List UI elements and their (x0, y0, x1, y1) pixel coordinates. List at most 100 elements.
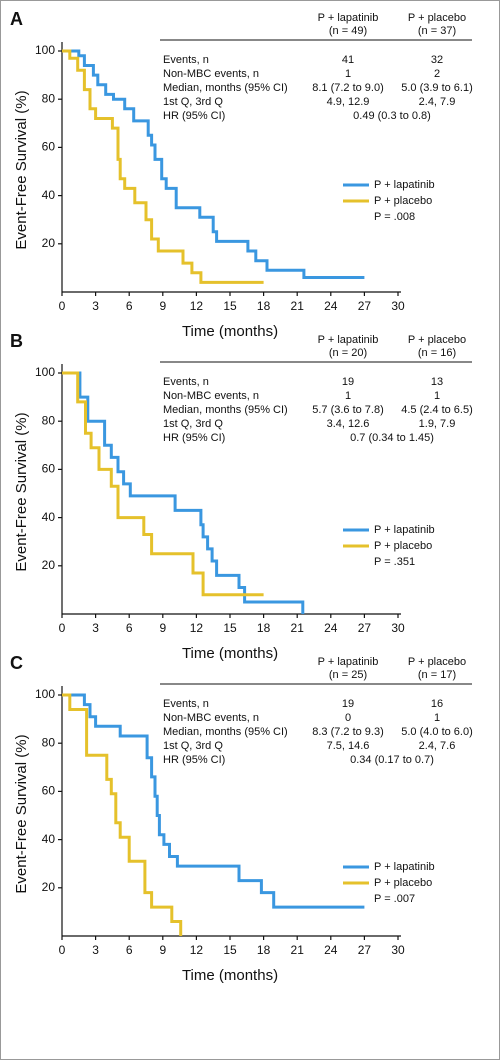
cell: 1.9, 7.9 (419, 418, 456, 430)
survival-line (62, 49, 365, 279)
x-tick-label: 18 (257, 943, 271, 957)
legend-label: P + lapatinib (374, 179, 435, 191)
x-tick-label: 24 (324, 943, 338, 957)
survival-line (62, 49, 264, 284)
cell: 7.5, 14.6 (327, 740, 370, 752)
y-tick-label: 60 (42, 462, 56, 476)
legend-label: P + placebo (374, 540, 432, 552)
row-label: Events, n (163, 376, 209, 388)
x-tick-label: 15 (223, 299, 237, 313)
x-tick-label: 12 (190, 299, 204, 313)
legend-label: P + placebo (374, 877, 432, 889)
x-tick-label: 6 (126, 299, 133, 313)
x-tick-label: 3 (92, 299, 99, 313)
x-tick-label: 21 (291, 943, 305, 957)
cell: 4.9, 12.9 (327, 96, 370, 108)
row-label: Events, n (163, 54, 209, 66)
x-tick-label: 24 (324, 621, 338, 635)
column-n: (n = 20) (329, 347, 367, 359)
cell: 0.34 (0.17 to 0.7) (350, 754, 434, 766)
cell: 1 (345, 68, 351, 80)
column-n: (n = 25) (329, 669, 367, 681)
cell: 8.1 (7.2 to 9.0) (312, 82, 384, 94)
row-label: Median, months (95% CI) (163, 404, 288, 416)
cell: 1 (434, 712, 440, 724)
x-tick-label: 3 (92, 943, 99, 957)
cell: 0 (345, 712, 351, 724)
x-tick-label: 9 (159, 299, 166, 313)
cell: 5.7 (3.6 to 7.8) (312, 404, 384, 416)
x-tick-label: 12 (190, 943, 204, 957)
cell: 0.7 (0.34 to 1.45) (350, 432, 434, 444)
column-header: P + placebo (408, 334, 466, 346)
p-value: P = .351 (374, 556, 415, 568)
x-tick-label: 30 (391, 299, 405, 313)
column-n: (n = 16) (418, 347, 456, 359)
y-axis-label: Event-Free Survival (%) (13, 412, 30, 571)
cell: 32 (431, 54, 443, 66)
y-tick-label: 20 (42, 236, 56, 250)
column-n: (n = 49) (329, 25, 367, 37)
survival-line (62, 693, 365, 909)
y-tick-label: 100 (35, 365, 55, 379)
cell: 3.4, 12.6 (327, 418, 370, 430)
y-tick-label: 60 (42, 140, 56, 154)
row-label: 1st Q, 3rd Q (163, 96, 223, 108)
cell: 13 (431, 376, 443, 388)
y-tick-label: 80 (42, 91, 56, 105)
cell: 19 (342, 698, 354, 710)
row-label: Median, months (95% CI) (163, 82, 288, 94)
cell: 2.4, 7.9 (419, 96, 456, 108)
x-tick-label: 30 (391, 621, 405, 635)
legend-label: P + placebo (374, 195, 432, 207)
x-tick-label: 21 (291, 621, 305, 635)
column-n: (n = 17) (418, 669, 456, 681)
y-axis-label: Event-Free Survival (%) (13, 734, 30, 893)
legend-label: P + lapatinib (374, 861, 435, 873)
y-tick-label: 20 (42, 558, 56, 572)
p-value: P = .008 (374, 211, 415, 223)
row-label: 1st Q, 3rd Q (163, 740, 223, 752)
x-axis-label: Time (months) (182, 645, 278, 662)
column-header: P + placebo (408, 12, 466, 24)
x-tick-label: 18 (257, 621, 271, 635)
row-label: Non-MBC events, n (163, 68, 259, 80)
row-label: Non-MBC events, n (163, 390, 259, 402)
cell: 16 (431, 698, 443, 710)
row-label: 1st Q, 3rd Q (163, 418, 223, 430)
cell: 19 (342, 376, 354, 388)
x-tick-label: 0 (59, 943, 66, 957)
column-header: P + lapatinib (318, 656, 379, 668)
cell: 5.0 (3.9 to 6.1) (401, 82, 473, 94)
y-tick-label: 60 (42, 784, 56, 798)
survival-line (62, 371, 305, 614)
y-tick-label: 100 (35, 43, 55, 57)
row-label: HR (95% CI) (163, 432, 225, 444)
row-label: HR (95% CI) (163, 110, 225, 122)
column-header: P + lapatinib (318, 12, 379, 24)
x-tick-label: 3 (92, 621, 99, 635)
x-tick-label: 9 (159, 943, 166, 957)
x-tick-label: 27 (358, 299, 372, 313)
cell: 2.4, 7.6 (419, 740, 456, 752)
cell: 41 (342, 54, 354, 66)
x-tick-label: 18 (257, 299, 271, 313)
panel-letter: C (10, 653, 23, 673)
row-label: Events, n (163, 698, 209, 710)
cell: 4.5 (2.4 to 6.5) (401, 404, 473, 416)
x-tick-label: 30 (391, 943, 405, 957)
x-tick-label: 9 (159, 621, 166, 635)
panel-letter: B (10, 331, 23, 351)
row-label: HR (95% CI) (163, 754, 225, 766)
x-tick-label: 27 (358, 943, 372, 957)
x-tick-label: 21 (291, 299, 305, 313)
y-tick-label: 20 (42, 880, 56, 894)
x-axis-label: Time (months) (182, 323, 278, 340)
y-axis-label: Event-Free Survival (%) (13, 90, 30, 249)
y-tick-label: 80 (42, 413, 56, 427)
survival-line (62, 693, 183, 936)
column-header: P + lapatinib (318, 334, 379, 346)
